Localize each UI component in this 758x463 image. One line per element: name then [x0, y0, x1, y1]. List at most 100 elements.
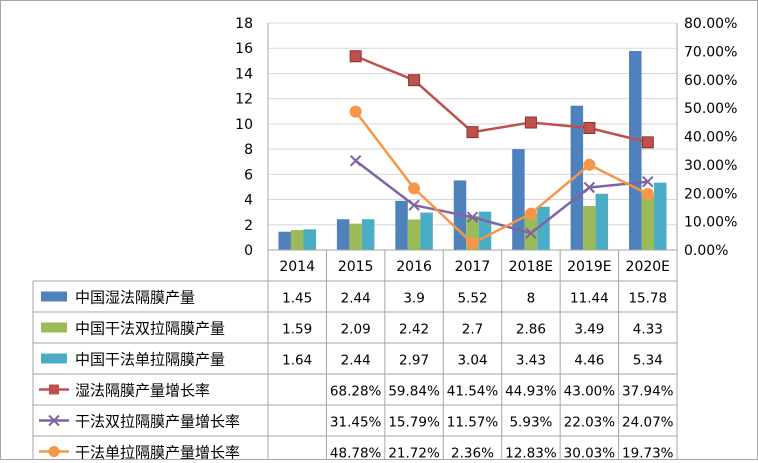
- data-label: 15.79%: [388, 415, 440, 431]
- data-label: 2.86: [516, 322, 546, 338]
- bar-series: [278, 50, 667, 251]
- right-axis-tick-label: 0.00%: [684, 243, 728, 259]
- right-axis-tick-label: 30.00%: [684, 158, 737, 174]
- line-point: [525, 227, 537, 239]
- data-label: 44.93%: [505, 384, 557, 400]
- left-axis-tick-label: 14: [235, 66, 253, 82]
- bar: [629, 50, 642, 250]
- data-label: 19.73%: [622, 446, 674, 460]
- data-label: 2.44: [341, 353, 371, 369]
- series-line: [354, 159, 648, 235]
- data-label: 48.78%: [330, 446, 382, 460]
- data-label: 21.72%: [388, 446, 440, 460]
- series-name: 湿法隔膜产量增长率: [75, 382, 210, 400]
- data-label: 37.94%: [622, 384, 674, 400]
- left-axis-tick-label: 6: [244, 167, 253, 183]
- right-axis-tick-label: 40.00%: [684, 130, 737, 146]
- left-axis-tick-label: 18: [235, 16, 253, 32]
- left-axis-tick-label: 10: [235, 117, 253, 133]
- data-label: 68.28%: [330, 384, 382, 400]
- category-label: 2017: [455, 259, 491, 275]
- data-label: 2.42: [399, 322, 429, 338]
- data-label: 12.83%: [505, 446, 557, 460]
- data-label: 30.03%: [564, 446, 616, 460]
- data-label: 4.33: [633, 322, 663, 338]
- series-line: [355, 55, 649, 144]
- bar: [478, 211, 492, 250]
- data-label: 8: [527, 291, 536, 307]
- data-label: 5.93%: [509, 415, 552, 431]
- bar: [595, 193, 609, 250]
- bar: [583, 205, 596, 250]
- right-axis-tick-label: 50.00%: [684, 101, 737, 117]
- line-point: [349, 155, 362, 167]
- data-label: 1.59: [282, 322, 312, 338]
- line-point: [466, 126, 479, 139]
- series-name: 干法单拉隔膜产量增长率: [75, 444, 240, 460]
- bar: [537, 206, 550, 250]
- right-axis-tick-label: 20.00%: [684, 186, 737, 202]
- right-axis-tick-label: 80.00%: [684, 16, 737, 32]
- data-label: 5.34: [633, 353, 663, 369]
- legend-key-marker: [49, 384, 59, 395]
- left-axis-tick-label: 0: [244, 243, 253, 259]
- bar: [290, 229, 304, 250]
- data-label: 2.09: [341, 322, 371, 338]
- right-axis-tick-label: 70.00%: [684, 44, 737, 60]
- gridlines: [268, 22, 677, 226]
- bar: [349, 223, 362, 250]
- bar: [407, 219, 421, 250]
- left-axis-tick-label: 4: [244, 193, 253, 209]
- line-point: [349, 50, 362, 63]
- left-axis-tick-label: 16: [235, 41, 253, 57]
- data-label: 3.49: [574, 322, 604, 338]
- bar: [654, 182, 667, 250]
- bar: [420, 212, 433, 250]
- data-label: 4.46: [574, 353, 604, 369]
- data-label: 2.44: [341, 291, 371, 307]
- category-label: 2015: [338, 259, 374, 275]
- line-point: [466, 211, 479, 223]
- data-label: 59.84%: [388, 384, 440, 400]
- category-label: 2014: [279, 259, 315, 275]
- bar: [336, 219, 350, 250]
- line-point: [349, 105, 362, 118]
- legend-key: [41, 291, 67, 302]
- bar: [570, 105, 584, 251]
- line-point: [466, 237, 479, 250]
- data-label: 3.04: [457, 353, 487, 369]
- data-label: 11.57%: [447, 415, 499, 431]
- data-label: 43.00%: [564, 384, 616, 400]
- series-line: [354, 110, 649, 245]
- series-name: 中国湿法隔膜产量: [75, 289, 195, 307]
- data-label: 2.7: [462, 322, 483, 338]
- data-label: 24.07%: [622, 415, 674, 431]
- bar: [512, 149, 525, 250]
- category-label: 2018E: [509, 259, 553, 275]
- legend-key: [41, 353, 67, 364]
- series-name: 中国干法双拉隔膜产量: [75, 320, 225, 338]
- data-label: 2.97: [399, 353, 429, 369]
- line-series: [349, 50, 654, 250]
- data-label: 2.36%: [451, 446, 494, 460]
- line-point: [583, 181, 596, 194]
- bar: [641, 195, 655, 250]
- bar: [278, 231, 291, 250]
- legend-key-marker: [48, 446, 60, 457]
- line-point: [583, 158, 596, 171]
- category-label: 2020E: [626, 259, 670, 275]
- line-point: [583, 121, 596, 134]
- line-point: [408, 199, 420, 211]
- left-axis-tick-label: 2: [244, 218, 253, 234]
- legend-key-marker: [48, 414, 60, 427]
- data-label: 15.78: [628, 291, 667, 307]
- axes: 0 2 4 6 8 10 12 14 16 18 0.00% 10.00% 20.00% 30.00% 40…: [235, 16, 737, 259]
- data-label: 1.45: [282, 291, 312, 307]
- data-label: 41.54%: [447, 384, 499, 400]
- category-label: 2016: [396, 259, 432, 275]
- bar: [395, 200, 408, 250]
- data-label: 1.64: [282, 353, 312, 369]
